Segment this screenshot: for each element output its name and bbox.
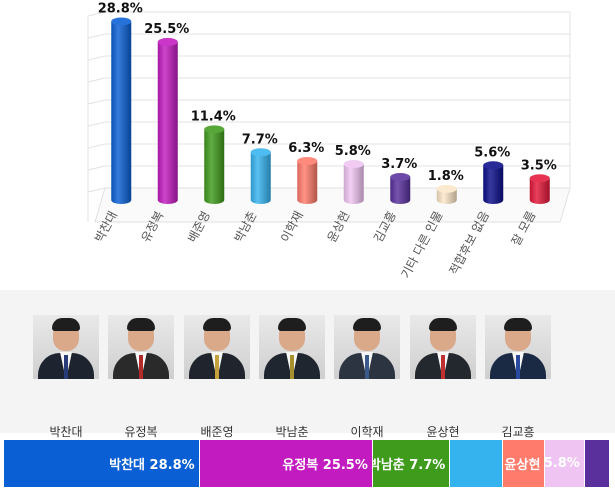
- bar-7: [436, 188, 457, 204]
- share-segment-2: 박남춘 7.7%: [372, 440, 451, 487]
- candidate-2: 배준영: [184, 315, 250, 439]
- bar-5: [343, 164, 364, 204]
- candidate-photo: [33, 315, 99, 379]
- candidate-photo: [108, 315, 174, 379]
- bar-8: [483, 165, 504, 204]
- bar-1: [157, 41, 178, 204]
- bar-top-9: [529, 174, 550, 183]
- candidate-name: 배준영: [200, 425, 234, 439]
- data-label-2: 11.4%: [191, 109, 236, 124]
- candidate-5: 윤상현: [410, 315, 476, 439]
- bar-3: [250, 152, 271, 204]
- data-label-6: 3.7%: [381, 157, 417, 172]
- candidate-name: 박찬대: [49, 425, 83, 439]
- candidate-4: 이학재: [334, 315, 400, 439]
- share-segment-0: 박찬대 28.8%: [4, 440, 200, 487]
- data-label-3: 7.7%: [242, 132, 278, 147]
- data-label-8: 5.6%: [474, 145, 510, 160]
- candidate-name: 유정복: [124, 425, 158, 439]
- candidate-name: 윤상현: [426, 425, 460, 439]
- candidate-photo: [334, 315, 400, 379]
- share-segment-6: [584, 440, 610, 487]
- bar-top-8: [483, 161, 504, 170]
- bar-top-2: [204, 125, 225, 134]
- candidate-photo: [410, 315, 476, 379]
- bar-chart: 28.8% 박찬대 25.5% 유정복 11.4% 배준영 7.7% 박남춘 6.3% 이학재 5.…: [87, 1, 571, 281]
- bar-top-7: [436, 184, 457, 193]
- chart-svg: 28.8%박찬대25.5%유정복11.4%배준영7.7%박남춘6.3%이학재5.…: [87, 1, 571, 281]
- candidate-name: 이학재: [350, 425, 384, 439]
- candidate-name: 박남춘: [275, 425, 309, 439]
- candidate-6: 김교흥: [485, 315, 551, 439]
- candidate-0: 박찬대: [33, 315, 99, 439]
- candidate-1: 유정복: [108, 315, 174, 439]
- bar-6: [390, 177, 411, 204]
- bar-2: [204, 129, 225, 204]
- share-segment-4: 윤상현: [502, 440, 546, 487]
- candidate-photo: [259, 315, 325, 379]
- share-bar: 박찬대 28.8% 유정복 25.5% 박남춘 7.7% 윤상현 5.8%: [4, 440, 610, 487]
- data-label-4: 6.3%: [288, 141, 324, 156]
- candidate-photo: [485, 315, 551, 379]
- bar-top-1: [157, 37, 178, 46]
- bar-top-0: [111, 17, 132, 26]
- bar-4: [297, 160, 318, 204]
- data-label-5: 5.8%: [335, 144, 371, 159]
- bar-top-5: [343, 160, 364, 169]
- data-label-1: 25.5%: [144, 22, 189, 37]
- category-label-0: 박찬대: [91, 208, 120, 244]
- share-segment-5: 5.8%: [545, 440, 585, 487]
- data-label-9: 3.5%: [521, 158, 557, 173]
- candidate-photo: [184, 315, 250, 379]
- share-segment-3: [450, 440, 503, 487]
- bar-top-3: [250, 148, 271, 157]
- data-label-7: 1.8%: [428, 169, 464, 184]
- bar-top-6: [390, 173, 411, 182]
- bar-0: [111, 21, 132, 204]
- candidate-panel: 박찬대 유정복 배준영 박남춘 이학재 윤상현 김교흥: [0, 290, 615, 439]
- candidate-name: 김교흥: [501, 425, 535, 439]
- candidate-3: 박남춘: [259, 315, 325, 439]
- data-label-0: 28.8%: [98, 1, 143, 16]
- bar-top-4: [297, 156, 318, 165]
- bar-9: [529, 178, 550, 204]
- share-segment-1: 유정복 25.5%: [199, 440, 373, 487]
